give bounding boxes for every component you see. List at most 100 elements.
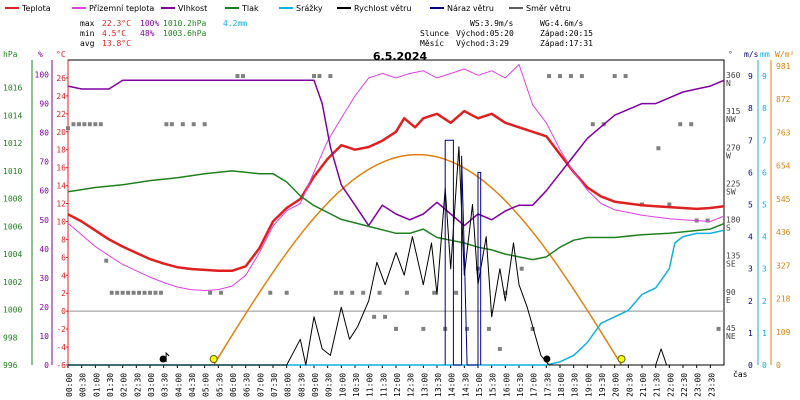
pct-tick-label: 100 [35, 71, 50, 80]
temp-tick-label: -6 [56, 361, 66, 370]
moonrise-info: Východ:3:29 [456, 39, 509, 48]
series-line-teplota [67, 109, 725, 273]
ms-tick-label: 8 [748, 104, 753, 113]
x-tick-label: 14:30 [461, 373, 470, 397]
x-axis-label: čas [733, 369, 748, 379]
temp-tick-label: 20 [56, 128, 66, 137]
wind-direction-point [219, 290, 224, 295]
mm-tick-label: 5 [762, 200, 767, 209]
wm2-tick-label: 0 [776, 361, 781, 370]
dir-unit: ° [728, 50, 733, 59]
ms-tick-label: 5 [748, 200, 753, 209]
x-tick-label: 15:30 [489, 373, 498, 397]
temp-tick-label: -2 [56, 325, 66, 334]
x-tick-label: 11:30 [379, 373, 388, 397]
wind-direction-point [361, 290, 366, 295]
wind-direction-point [350, 290, 355, 295]
legend-label: Teplota [21, 4, 51, 13]
wind-direction-point [93, 122, 98, 127]
wind-direction-point [519, 266, 524, 271]
x-tick-label: 07:30 [270, 373, 279, 397]
wind-direction-point [317, 74, 322, 79]
temp-tick-label: 14 [56, 182, 66, 191]
wind-direction-point [623, 74, 628, 79]
wind-direction-point [87, 122, 92, 127]
pct-tick-label: 70 [39, 158, 49, 167]
wind-direction-point [137, 290, 142, 295]
stat-max-temp: 22.3°C [102, 19, 131, 28]
wm2-tick-label: 436 [776, 228, 791, 237]
x-tick-label: 14:00 [448, 373, 457, 397]
x-tick-label: 10:00 [338, 373, 347, 397]
wm2-tick-label: 218 [776, 295, 791, 304]
wind-direction-point [377, 290, 382, 295]
stat-max-press: 1010.2hPa [163, 19, 207, 28]
wm2-unit: W/m² [775, 50, 794, 59]
ms-unit: m/s [744, 50, 759, 59]
x-tick-label: 21:30 [653, 373, 662, 397]
dir-cardinal-label: NW [726, 115, 736, 124]
temp-tick-label: 2 [61, 289, 66, 298]
dir-tick-label: 180 [726, 216, 741, 225]
stat-max-hum: 100% [140, 19, 159, 28]
ms-tick-label: 9 [748, 72, 753, 81]
mm-tick-label: 6 [762, 168, 767, 177]
wind-direction-point [404, 290, 409, 295]
legend-label: Tlak [241, 4, 259, 13]
wm2-tick-label: 981 [776, 62, 791, 71]
pct-tick-label: 80 [39, 129, 49, 138]
hpa-unit: hPa [3, 50, 18, 59]
chart-title: 6.5.2024 [373, 50, 428, 63]
wind-direction-point [333, 290, 338, 295]
wind-direction-point [486, 326, 491, 331]
hpa-tick-label: 998 [3, 333, 18, 342]
dir-cardinal-label: W [726, 151, 731, 160]
wind-direction-point [558, 74, 562, 79]
wind-direction-point [148, 290, 152, 295]
x-tick-label: 05:30 [215, 373, 224, 397]
stat-max-rain: 4.2mm [223, 19, 247, 28]
hpa-tick-label: 1010 [3, 167, 22, 176]
wm2-tick-label: 327 [776, 261, 791, 270]
moon-label: Měsíc [420, 39, 444, 48]
x-tick-label: 04:00 [174, 373, 183, 397]
temp-tick-label: 18 [56, 146, 66, 155]
dir-tick-label: 315 [726, 107, 741, 116]
series-line-vlhkost [67, 79, 725, 227]
wind-direction-point [235, 74, 240, 79]
legend-label: Náraz větru [447, 4, 494, 13]
hpa-tick-label: 1006 [3, 222, 22, 231]
ms-tick-label: 1 [748, 329, 753, 338]
wind-gust-info: WG:4.6m/s [540, 19, 584, 28]
series-line-sr-ky [68, 229, 725, 366]
series-line-p-zemn-teplota [67, 64, 725, 291]
mm-tick-label: 9 [762, 72, 767, 81]
wind-direction-point [372, 314, 377, 319]
x-tick-label: 01:30 [106, 373, 115, 397]
wm2-tick-label: 109 [776, 328, 791, 337]
x-tick-label: 17:00 [530, 373, 539, 397]
x-tick-label: 19:30 [598, 373, 607, 397]
wind-direction-point [328, 74, 333, 79]
sunrise-info: Východ:05:20 [456, 29, 514, 38]
wind-direction-point [705, 218, 710, 223]
moonrise-marker [159, 355, 167, 363]
temp-tick-label: 16 [56, 164, 66, 173]
x-tick-label: 10:30 [352, 373, 361, 397]
wind-direction-point [678, 122, 683, 127]
hpa-tick-label: 1000 [3, 306, 22, 315]
wind-direction-point [208, 290, 213, 295]
wind-direction-point [421, 326, 426, 331]
stat-min-press: 1003.6hPa [163, 29, 207, 38]
temp-tick-label: 0 [61, 307, 66, 316]
hpa-tick-label: 1004 [3, 250, 22, 259]
wm2-tick-label: 763 [776, 128, 791, 137]
wind-direction-point [656, 146, 661, 151]
wind-direction-point [126, 290, 131, 295]
x-tick-label: 21:00 [639, 373, 648, 397]
wind-speed-info: WS:3.9m/s [470, 19, 514, 28]
sunrise-marker [209, 355, 218, 363]
stat-avg-temp: 13.8°C [102, 39, 131, 48]
temp-tick-label: 4 [61, 271, 66, 280]
